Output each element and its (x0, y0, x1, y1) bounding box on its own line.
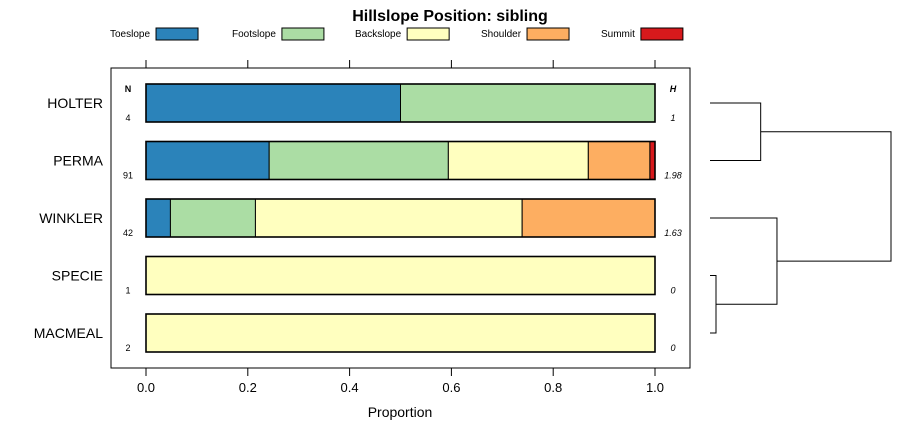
legend-swatch-summit (640, 27, 684, 41)
row-label: SPECIE (52, 268, 103, 284)
bar-segment-backslope (254, 198, 523, 238)
n-value: 4 (125, 113, 130, 123)
n-value: 1 (125, 286, 130, 296)
n-value: 2 (125, 343, 130, 353)
x-tick-label: 0.6 (442, 380, 460, 395)
dendrogram-link (710, 102, 762, 161)
bar-segment-toeslope (145, 198, 171, 238)
row-winkler: WINKLER 42 1.63 (39, 198, 682, 238)
row-label: WINKLER (39, 210, 103, 226)
bar-segment-footslope (268, 141, 449, 180)
row-label: MACMEAL (34, 325, 103, 341)
h-value: 0 (670, 286, 675, 296)
n-column-header: N (125, 84, 132, 94)
h-value: 1.63 (664, 228, 682, 238)
bar-segment-toeslope (145, 83, 401, 123)
bar-outline (145, 313, 656, 353)
legend-swatch-backslope (406, 27, 450, 41)
bar-outline (145, 255, 656, 296)
x-axis-title: Proportion (368, 404, 433, 420)
legend: Toeslope Footslope Backslope Shoulder Summit (110, 27, 684, 41)
row-label: PERMA (53, 153, 103, 169)
dendrogram-link (760, 131, 892, 262)
dendrogram (710, 102, 892, 334)
x-tick-label: 0.8 (544, 380, 562, 395)
top-axis-ticks (145, 60, 656, 68)
bar-outline (145, 198, 656, 238)
x-tick-label: 0.2 (239, 380, 257, 395)
dendrogram-link (710, 275, 717, 334)
bar-outline (145, 83, 656, 123)
row-holter: HOLTER 4 1 (47, 83, 676, 123)
bar-segment-shoulder (587, 141, 651, 180)
bar-segment-toeslope (145, 141, 270, 180)
dendrogram-link (710, 217, 778, 305)
h-value: 1.98 (664, 171, 682, 181)
legend-label-footslope: Footslope (232, 29, 276, 40)
x-tick-label: 0.4 (341, 380, 359, 395)
row-label: HOLTER (47, 95, 103, 111)
bar-rows: HOLTER 4 1 PERMA 91 1.98 WINKLER 42 1.63 SPECIE 1 0… (34, 83, 682, 353)
legend-label-backslope: Backslope (355, 29, 402, 40)
bar-segment-backslope (447, 141, 589, 180)
x-tick-label: 1.0 (646, 380, 664, 395)
bar-segment-backslope (145, 256, 656, 295)
x-tick-label: 0.0 (137, 380, 155, 395)
row-specie: SPECIE 1 0 (52, 255, 676, 296)
h-column-header: H (670, 84, 677, 94)
n-value: 42 (123, 228, 133, 238)
bar-segment-backslope (145, 313, 656, 353)
legend-label-shoulder: Shoulder (481, 29, 522, 40)
h-value: 1 (670, 113, 675, 123)
legend-swatch-toeslope (155, 27, 199, 41)
row-macmeal: MACMEAL 2 0 (34, 313, 676, 353)
bar-segment-footslope (169, 198, 256, 238)
chart-title: Hillslope Position: sibling (352, 8, 548, 25)
legend-label-summit: Summit (601, 29, 635, 40)
h-value: 0 (670, 343, 675, 353)
bar-segment-footslope (400, 83, 656, 123)
plot-frame (110, 67, 691, 369)
bottom-axis: 0.0 0.2 0.4 0.6 0.8 1.0 (137, 368, 664, 395)
legend-label-toeslope: Toeslope (110, 29, 150, 40)
bar-outline (145, 140, 656, 181)
row-perma: PERMA 91 1.98 (53, 140, 682, 181)
bar-segment-shoulder (521, 198, 656, 238)
n-value: 91 (123, 171, 133, 181)
legend-swatch-footslope (281, 27, 325, 41)
legend-swatch-shoulder (526, 27, 570, 41)
